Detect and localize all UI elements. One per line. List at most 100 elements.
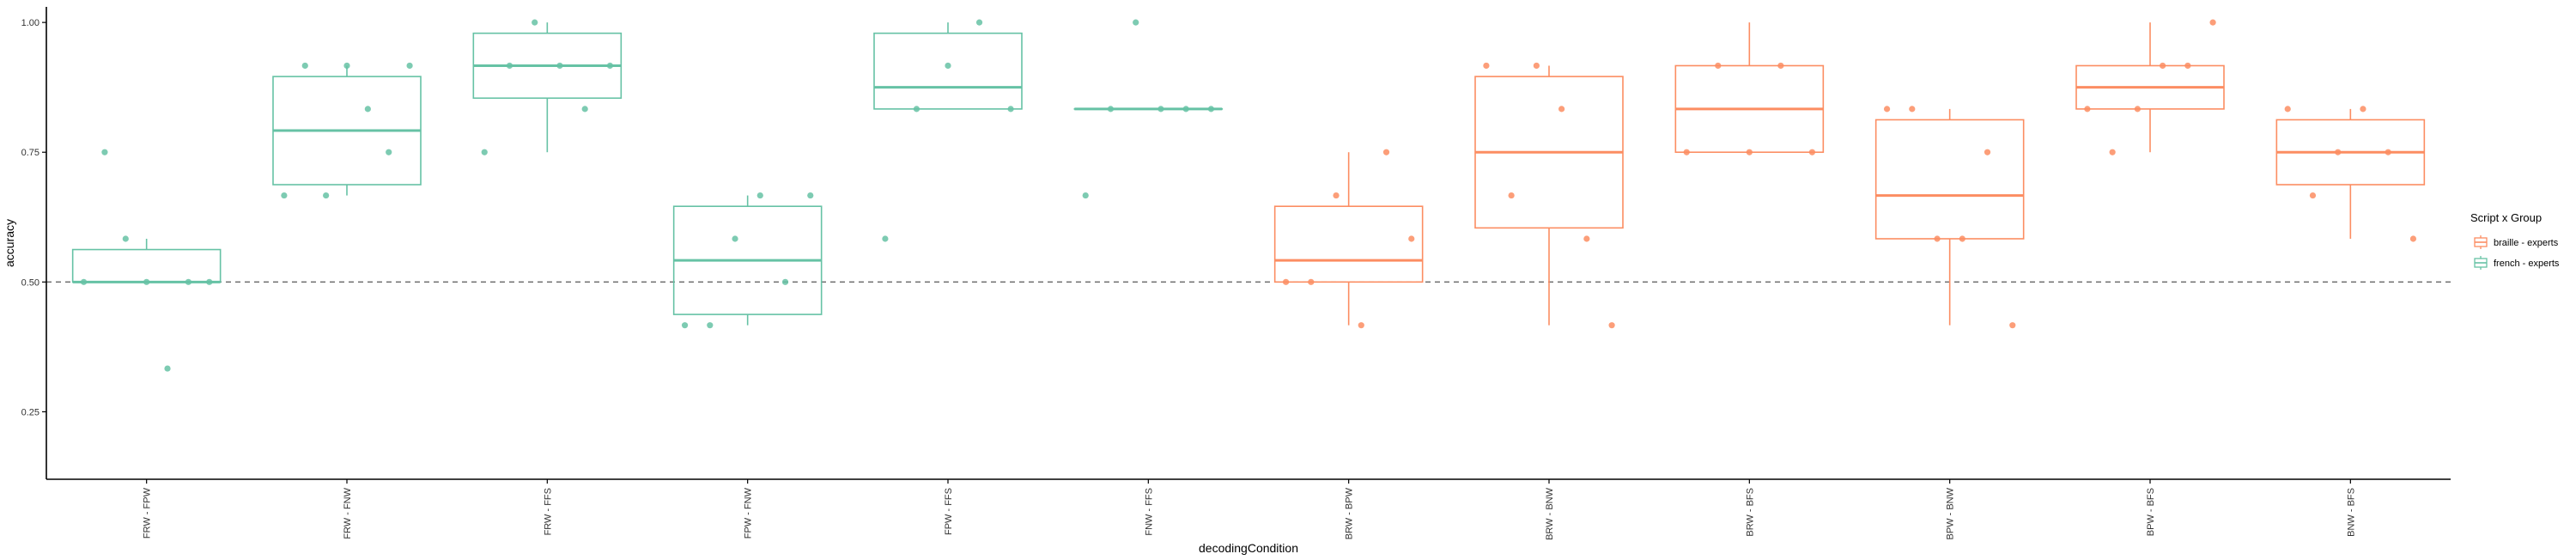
data-point	[2184, 62, 2191, 70]
x-tick-label: FRW - FPW	[143, 487, 153, 539]
data-point	[301, 62, 308, 70]
data-point	[1157, 106, 1164, 113]
data-point	[2284, 106, 2291, 113]
y-tick-label: 0.75	[21, 148, 39, 158]
data-point	[1984, 149, 1991, 155]
data-point	[122, 235, 129, 242]
data-point	[1207, 106, 1215, 113]
data-point	[1483, 62, 1490, 70]
data-point	[1408, 235, 1415, 242]
data-point	[2209, 19, 2216, 26]
box-group	[1273, 152, 1424, 326]
data-point	[1082, 192, 1089, 199]
data-point	[1808, 149, 1816, 155]
box-group	[472, 22, 623, 153]
data-point	[2084, 106, 2091, 113]
y-axis-title: accuracy	[3, 219, 16, 267]
data-point	[1959, 235, 1965, 242]
data-point	[281, 192, 288, 199]
data-point	[1107, 106, 1115, 113]
legend-item: french - experts	[2474, 256, 2560, 270]
x-tick-label: FRW - FFS	[543, 488, 553, 535]
box-group	[2275, 108, 2426, 239]
axes	[46, 7, 2451, 480]
x-ticks: FRW - FPW FRW - FNW FRW - FFS FPW - FNW FPW …	[143, 479, 2356, 540]
data-point	[2160, 62, 2166, 70]
data-point	[606, 62, 614, 70]
data-point	[1333, 192, 1340, 199]
data-point	[386, 149, 392, 155]
data-point	[2109, 149, 2116, 155]
data-point	[1883, 106, 1891, 113]
box-iqr	[1874, 119, 2025, 240]
data-point	[532, 19, 538, 26]
data-point	[1746, 149, 1753, 155]
data-point	[681, 322, 689, 329]
box-group	[873, 22, 1023, 110]
data-point	[101, 149, 108, 155]
data-point	[1358, 322, 1364, 329]
legend-item: braille - experts	[2474, 235, 2559, 249]
x-tick-label: FNW - FFS	[1144, 488, 1154, 536]
data-point	[2134, 106, 2141, 113]
data-point	[1382, 149, 1390, 155]
data-point	[882, 235, 889, 242]
box-iqr	[71, 248, 222, 283]
data-point	[1533, 62, 1540, 70]
box-group	[272, 65, 422, 196]
data-point	[1558, 106, 1565, 113]
data-point	[2335, 149, 2342, 155]
data-point	[1777, 62, 1784, 70]
data-point	[756, 192, 763, 199]
data-point	[581, 106, 588, 113]
data-point	[343, 62, 350, 70]
data-point	[1683, 149, 1690, 155]
legend: Script x Group braille - experts french -…	[2470, 211, 2560, 270]
box-group	[71, 238, 222, 283]
y-ticks: 0.25 0.50 0.75 1.00	[21, 18, 46, 417]
x-tick-label: FPW - FNW	[744, 487, 754, 539]
box-group	[672, 195, 823, 326]
x-tick-label: BNW - BFS	[2346, 488, 2356, 537]
box-iqr	[873, 32, 1023, 110]
data-point	[2409, 235, 2417, 242]
data-point	[506, 62, 513, 70]
x-tick-label: BPW - BNW	[1946, 487, 1956, 539]
data-point	[1007, 106, 1014, 113]
points-layer	[80, 19, 2417, 372]
legend-items: braille - experts french - experts	[2474, 235, 2560, 270]
x-tick-label: BPW - BFS	[2146, 488, 2156, 536]
legend-label: braille - experts	[2494, 238, 2559, 248]
legend-title: Script x Group	[2470, 211, 2542, 224]
data-point	[781, 278, 789, 285]
box-group	[2075, 22, 2225, 153]
data-point	[1715, 62, 1722, 70]
x-tick-label: FRW - FNW	[343, 487, 353, 539]
x-axis-title: decodingCondition	[1199, 541, 1298, 555]
legend-label: french - experts	[2494, 259, 2560, 269]
data-point	[807, 192, 814, 199]
data-point	[732, 235, 738, 242]
box-group	[1674, 22, 1825, 154]
data-point	[1934, 235, 1941, 242]
data-point	[364, 106, 371, 113]
box-iqr	[1273, 205, 1424, 283]
boxplot-layer	[71, 22, 2426, 326]
data-point	[1909, 106, 1916, 113]
data-point	[1308, 278, 1315, 285]
x-tick-label: BRW - BPW	[1345, 487, 1355, 539]
data-point	[1182, 106, 1189, 113]
data-point	[143, 278, 150, 285]
data-point	[2309, 192, 2317, 199]
data-point	[1608, 322, 1615, 329]
data-point	[1583, 235, 1590, 242]
y-tick-label: 1.00	[21, 18, 39, 28]
data-point	[206, 278, 213, 285]
y-tick-label: 0.50	[21, 277, 39, 288]
x-tick-label: BRW - BFS	[1745, 488, 1755, 537]
data-point	[1282, 278, 1290, 285]
data-point	[2009, 322, 2016, 329]
data-point	[481, 149, 488, 155]
data-point	[556, 62, 563, 70]
